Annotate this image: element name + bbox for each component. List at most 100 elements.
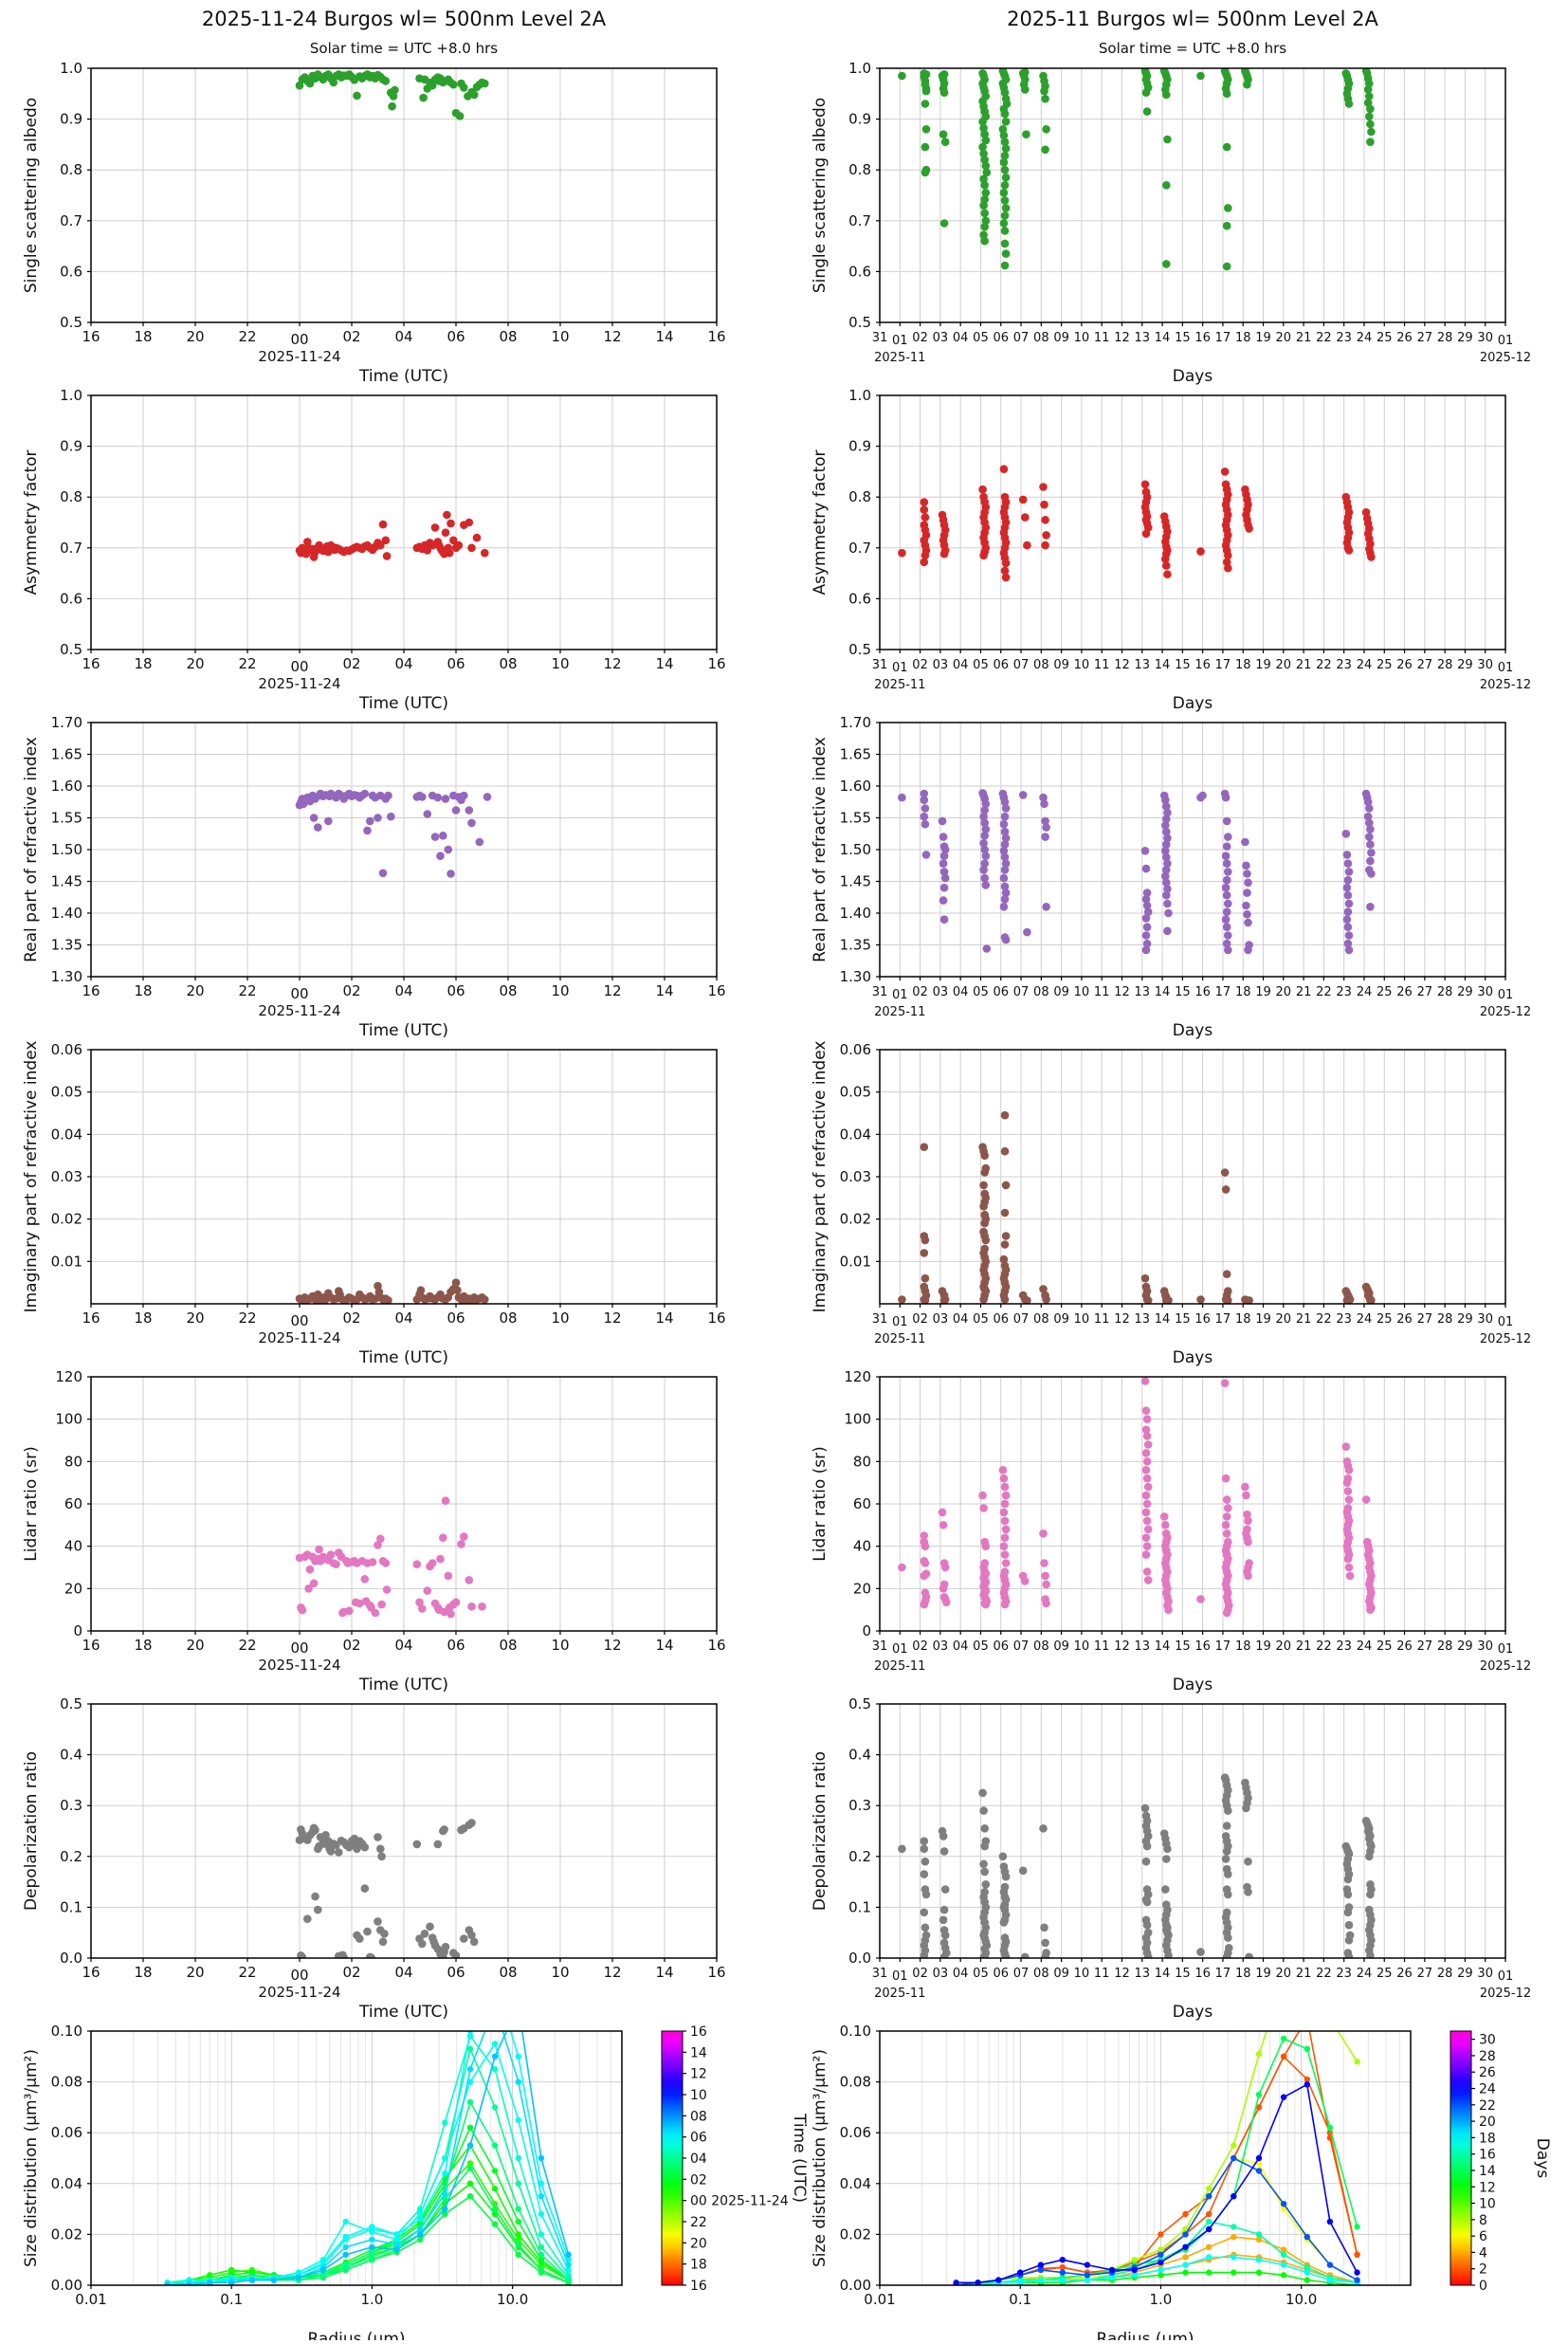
svg-text:16: 16	[707, 1309, 725, 1327]
svg-text:0.06: 0.06	[840, 1041, 871, 1058]
svg-text:23: 23	[1336, 1967, 1352, 1981]
svg-text:04: 04	[394, 1637, 412, 1654]
svg-text:20: 20	[186, 655, 204, 672]
svg-text:27: 27	[1417, 331, 1433, 345]
svg-text:120: 120	[55, 1368, 82, 1385]
svg-text:14: 14	[655, 1637, 673, 1654]
svg-text:1.65: 1.65	[840, 746, 871, 763]
svg-text:27: 27	[1417, 985, 1433, 999]
svg-text:12: 12	[603, 1964, 621, 1981]
svg-text:10: 10	[1074, 331, 1090, 345]
svg-text:0.02: 0.02	[51, 2225, 82, 2243]
svg-text:18: 18	[134, 1309, 152, 1327]
svg-text:27: 27	[1417, 658, 1433, 672]
panel-depol-day: 16 18 20 22 00 02 04 06 08 10 12 14 16 2025-11-24 0.0 0…	[22, 1695, 726, 2022]
svg-text:0.8: 0.8	[848, 488, 871, 505]
axis-labels: 16 18 20 22 00 02 04 06 08 10 12 14 16 2025-11-24 0.5 0…	[22, 60, 726, 386]
svg-text:18: 18	[1235, 1967, 1251, 1981]
line-series	[164, 2031, 572, 2285]
svg-text:12: 12	[1114, 331, 1130, 345]
scatter-points	[295, 70, 489, 120]
svg-text:80: 80	[64, 1453, 82, 1470]
svg-text:16: 16	[1194, 658, 1211, 672]
svg-text:23: 23	[1336, 1639, 1352, 1654]
svg-text:30: 30	[1477, 1312, 1493, 1327]
svg-text:0.7: 0.7	[848, 212, 871, 229]
svg-text:Time (UTC): Time (UTC)	[358, 367, 448, 386]
svg-text:0.05: 0.05	[840, 1084, 871, 1101]
right-column-title: 2025-11 Burgos wl= 500nm Level 2A	[1007, 8, 1378, 30]
svg-text:02: 02	[912, 1967, 928, 1981]
svg-text:05: 05	[973, 331, 989, 345]
svg-text:20: 20	[1276, 1967, 1292, 1981]
svg-text:16: 16	[82, 1964, 100, 1981]
svg-text:30: 30	[1477, 1639, 1493, 1654]
svg-text:20: 20	[1276, 985, 1292, 999]
svg-text:12: 12	[1114, 1639, 1130, 1654]
svg-text:27: 27	[1417, 1639, 1433, 1654]
axis-labels: 31 01 02 03 04 05 06 07 08 09 10 11 12 13 14 15 16 17 18 19…	[811, 60, 1531, 386]
svg-text:18: 18	[134, 1964, 152, 1981]
svg-text:28: 28	[1437, 1967, 1453, 1981]
svg-text:01: 01	[892, 1315, 908, 1329]
svg-text:16: 16	[82, 1637, 100, 1654]
svg-text:Lidar ratio (sr): Lidar ratio (sr)	[811, 1446, 830, 1562]
svg-text:0.7: 0.7	[60, 212, 82, 229]
svg-text:25: 25	[1377, 985, 1393, 999]
svg-text:0: 0	[73, 1622, 82, 1639]
svg-text:2025-11: 2025-11	[874, 1987, 925, 2001]
svg-text:03: 03	[933, 658, 949, 672]
svg-text:06: 06	[993, 331, 1009, 345]
svg-text:1.35: 1.35	[840, 937, 871, 954]
axis-labels: 31 01 02 03 04 05 06 07 08 09 10 11 12 13 14 15 16 17 18 19…	[811, 1695, 1531, 2022]
svg-text:0.5: 0.5	[60, 1695, 82, 1712]
svg-text:23: 23	[1336, 658, 1352, 672]
svg-text:Days: Days	[1173, 1021, 1213, 1040]
svg-text:2025-11-24: 2025-11-24	[258, 1002, 340, 1019]
svg-text:Depolarization ratio: Depolarization ratio	[811, 1751, 830, 1911]
svg-text:01: 01	[892, 334, 908, 348]
svg-text:30: 30	[1477, 985, 1493, 999]
gridlines	[879, 722, 1506, 978]
svg-text:2: 2	[1479, 2262, 1487, 2278]
svg-text:0.6: 0.6	[60, 590, 82, 607]
svg-text:02: 02	[342, 655, 360, 672]
svg-text:0.0: 0.0	[848, 1950, 871, 1967]
svg-text:06: 06	[993, 985, 1009, 999]
axis-labels: 16 18 20 22 00 02 04 06 08 10 12 14 16 2025-11-24 0.0 0…	[22, 1695, 726, 2022]
svg-text:11: 11	[1094, 1312, 1110, 1327]
svg-text:0.9: 0.9	[848, 438, 871, 455]
svg-text:18: 18	[134, 982, 152, 999]
svg-text:05: 05	[973, 1639, 989, 1654]
panel-iri-day: 16 18 20 22 00 02 04 06 08 10 12 14 16 2025-11-24 0.01…	[22, 1041, 726, 1367]
svg-text:09: 09	[1053, 331, 1069, 345]
svg-text:29: 29	[1457, 1639, 1473, 1654]
svg-text:0.8: 0.8	[848, 161, 871, 178]
svg-text:23: 23	[1336, 331, 1352, 345]
svg-text:13: 13	[1135, 1312, 1151, 1327]
svg-text:29: 29	[1457, 985, 1473, 999]
panel-lidar-month: 31 01 02 03 04 05 06 07 08 09 10 11 12 13 14 15 16 17 18 19…	[811, 1368, 1531, 1694]
panel-ssa-day: 16 18 20 22 00 02 04 06 08 10 12 14 16 2025-11-24 0.5 0…	[22, 60, 726, 386]
svg-text:Days: Days	[1173, 367, 1213, 386]
svg-text:06: 06	[993, 1312, 1009, 1327]
svg-text:08: 08	[499, 1637, 517, 1654]
svg-text:24: 24	[1357, 658, 1373, 672]
svg-text:0.5: 0.5	[848, 314, 871, 331]
svg-text:24: 24	[1357, 1967, 1373, 1981]
svg-text:14: 14	[1155, 331, 1171, 345]
svg-text:0.3: 0.3	[848, 1797, 871, 1814]
svg-text:80: 80	[853, 1453, 871, 1470]
svg-text:12: 12	[1114, 658, 1130, 672]
svg-text:16: 16	[82, 328, 100, 345]
svg-text:2025-12: 2025-12	[1480, 678, 1531, 692]
svg-text:60: 60	[64, 1495, 82, 1512]
svg-text:15: 15	[1175, 985, 1191, 999]
svg-text:11: 11	[1094, 658, 1110, 672]
svg-text:25: 25	[1377, 1967, 1393, 1981]
svg-text:0.1: 0.1	[60, 1898, 82, 1915]
svg-text:0.10: 0.10	[840, 2023, 871, 2040]
svg-text:31: 31	[872, 1967, 888, 1981]
svg-text:Imaginary part of refractive i: Imaginary part of refractive index	[22, 1041, 41, 1313]
